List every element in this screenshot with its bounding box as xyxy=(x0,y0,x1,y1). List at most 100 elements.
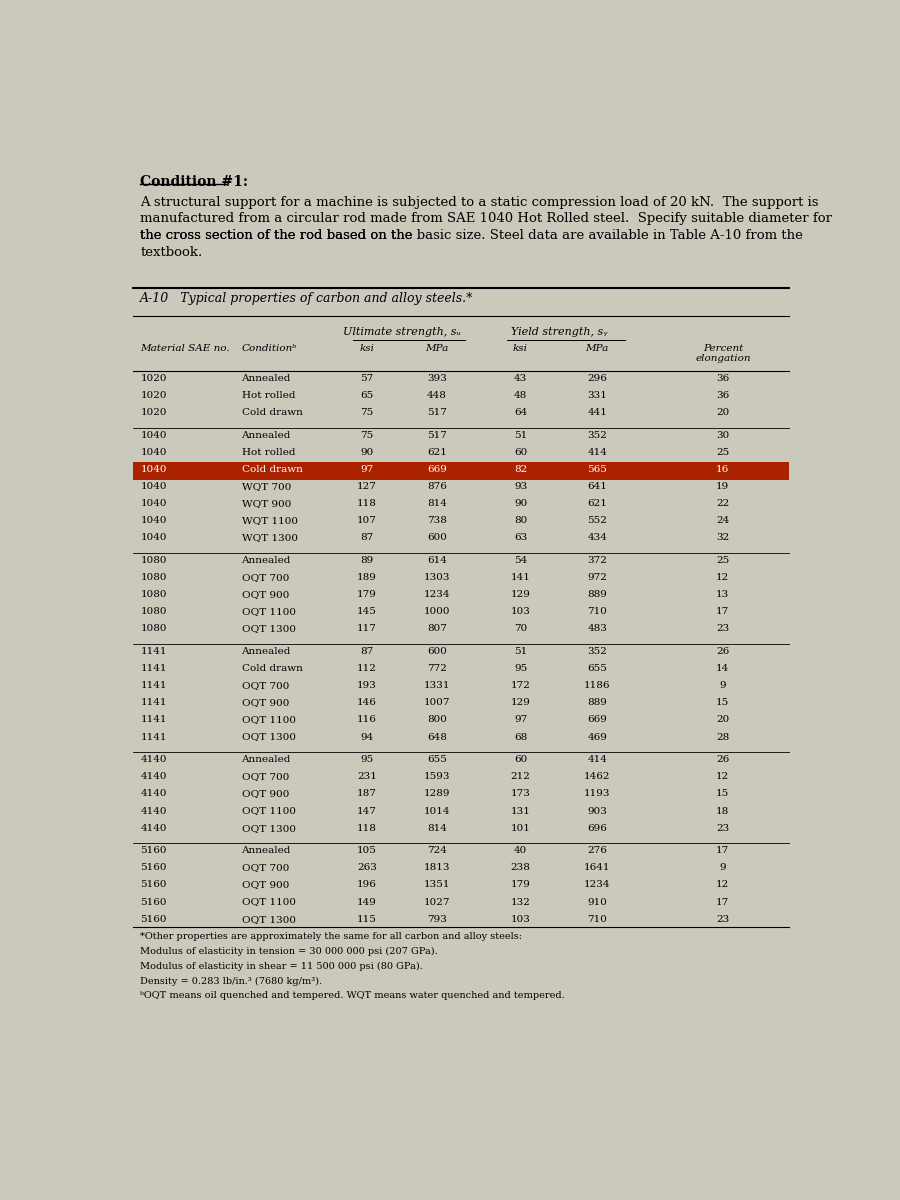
Text: 4140: 4140 xyxy=(140,790,166,798)
Text: 296: 296 xyxy=(588,374,608,383)
Text: 655: 655 xyxy=(427,755,446,764)
Text: 972: 972 xyxy=(588,574,608,582)
Text: 876: 876 xyxy=(427,482,446,491)
Text: 1141: 1141 xyxy=(140,715,166,725)
Text: Material SAE no.: Material SAE no. xyxy=(140,343,230,353)
Text: Modulus of elasticity in tension = 30 000 000 psi (207 GPa).: Modulus of elasticity in tension = 30 00… xyxy=(140,947,438,956)
Text: 565: 565 xyxy=(588,466,608,474)
Text: 1040: 1040 xyxy=(140,482,166,491)
Text: WQT 1100: WQT 1100 xyxy=(241,516,298,526)
Text: 1007: 1007 xyxy=(424,698,450,707)
Text: 517: 517 xyxy=(427,431,446,440)
Text: 65: 65 xyxy=(361,391,374,400)
Text: 25: 25 xyxy=(716,556,729,565)
Text: 483: 483 xyxy=(588,624,608,634)
Text: 129: 129 xyxy=(510,698,530,707)
Text: 212: 212 xyxy=(510,773,530,781)
Text: 16: 16 xyxy=(716,466,729,474)
Text: 193: 193 xyxy=(357,682,377,690)
Text: 141: 141 xyxy=(510,574,530,582)
Text: 9: 9 xyxy=(719,863,726,872)
Text: ksi: ksi xyxy=(360,343,374,353)
Text: 231: 231 xyxy=(357,773,377,781)
Text: 15: 15 xyxy=(716,698,729,707)
Text: 14: 14 xyxy=(716,665,729,673)
Text: 60: 60 xyxy=(514,448,527,457)
Text: 614: 614 xyxy=(427,556,446,565)
Text: 1462: 1462 xyxy=(584,773,610,781)
Text: 51: 51 xyxy=(514,647,527,656)
Text: the cross section of the rod based on the: the cross section of the rod based on th… xyxy=(140,229,417,242)
Text: 24: 24 xyxy=(716,516,729,526)
Text: 70: 70 xyxy=(514,624,527,634)
Text: 32: 32 xyxy=(716,534,729,542)
Text: 889: 889 xyxy=(588,698,608,707)
Text: 129: 129 xyxy=(510,590,530,599)
Text: 149: 149 xyxy=(357,898,377,906)
Text: 101: 101 xyxy=(510,823,530,833)
Text: Annealed: Annealed xyxy=(241,647,291,656)
Text: OQT 700: OQT 700 xyxy=(241,682,289,690)
Text: 95: 95 xyxy=(361,755,374,764)
Text: 30: 30 xyxy=(716,431,729,440)
Text: 23: 23 xyxy=(716,624,729,634)
Text: the cross section of the rod based on the basic size. Steel data are available i: the cross section of the rod based on th… xyxy=(140,229,804,242)
Text: 669: 669 xyxy=(427,466,446,474)
Text: Cold drawn: Cold drawn xyxy=(241,408,302,418)
Text: 17: 17 xyxy=(716,846,729,856)
Text: 1331: 1331 xyxy=(424,682,450,690)
Text: 1080: 1080 xyxy=(140,574,166,582)
Text: 441: 441 xyxy=(588,408,608,418)
Text: 145: 145 xyxy=(357,607,377,617)
Text: 43: 43 xyxy=(514,374,527,383)
Text: 95: 95 xyxy=(514,665,527,673)
Text: Annealed: Annealed xyxy=(241,846,291,856)
Text: 117: 117 xyxy=(357,624,377,634)
Text: 276: 276 xyxy=(588,846,608,856)
Text: 448: 448 xyxy=(427,391,446,400)
Text: 147: 147 xyxy=(357,806,377,816)
Text: 1080: 1080 xyxy=(140,556,166,565)
Text: 97: 97 xyxy=(361,466,374,474)
Text: Annealed: Annealed xyxy=(241,374,291,383)
Text: 189: 189 xyxy=(357,574,377,582)
Text: 12: 12 xyxy=(716,773,729,781)
Text: 469: 469 xyxy=(588,732,608,742)
Text: *Other properties are approximately the same for all carbon and alloy steels:: *Other properties are approximately the … xyxy=(140,932,522,941)
Text: OQT 700: OQT 700 xyxy=(241,773,289,781)
Text: 648: 648 xyxy=(427,732,446,742)
Text: 910: 910 xyxy=(588,898,608,906)
Text: Density = 0.283 lb/in.³ (7680 kg/m³).: Density = 0.283 lb/in.³ (7680 kg/m³). xyxy=(140,977,322,985)
Text: 87: 87 xyxy=(361,534,374,542)
Text: 5160: 5160 xyxy=(140,914,166,924)
Text: the cross section of the rod based on the basic size.: the cross section of the rod based on th… xyxy=(140,229,522,242)
Text: 36: 36 xyxy=(716,391,729,400)
Text: 1193: 1193 xyxy=(584,790,610,798)
Text: 710: 710 xyxy=(588,607,608,617)
Text: 179: 179 xyxy=(510,881,530,889)
Text: 112: 112 xyxy=(357,665,377,673)
Text: 793: 793 xyxy=(427,914,446,924)
Text: 1040: 1040 xyxy=(140,516,166,526)
Text: Percent
elongation: Percent elongation xyxy=(695,343,751,362)
Text: 1813: 1813 xyxy=(424,863,450,872)
Text: 800: 800 xyxy=(427,715,446,725)
Text: 331: 331 xyxy=(588,391,608,400)
Text: 75: 75 xyxy=(361,408,374,418)
Text: 669: 669 xyxy=(588,715,608,725)
Text: 48: 48 xyxy=(514,391,527,400)
Text: 127: 127 xyxy=(357,482,377,491)
Text: 710: 710 xyxy=(588,914,608,924)
Text: OQT 1100: OQT 1100 xyxy=(241,715,295,725)
Text: 103: 103 xyxy=(510,914,530,924)
Text: 238: 238 xyxy=(510,863,530,872)
Text: 1027: 1027 xyxy=(424,898,450,906)
Text: 903: 903 xyxy=(588,806,608,816)
Text: OQT 1100: OQT 1100 xyxy=(241,607,295,617)
Text: 172: 172 xyxy=(510,682,530,690)
Text: 1040: 1040 xyxy=(140,534,166,542)
Text: Cold drawn: Cold drawn xyxy=(241,665,302,673)
Text: 131: 131 xyxy=(510,806,530,816)
Text: Hot rolled: Hot rolled xyxy=(241,448,295,457)
Text: 97: 97 xyxy=(514,715,527,725)
